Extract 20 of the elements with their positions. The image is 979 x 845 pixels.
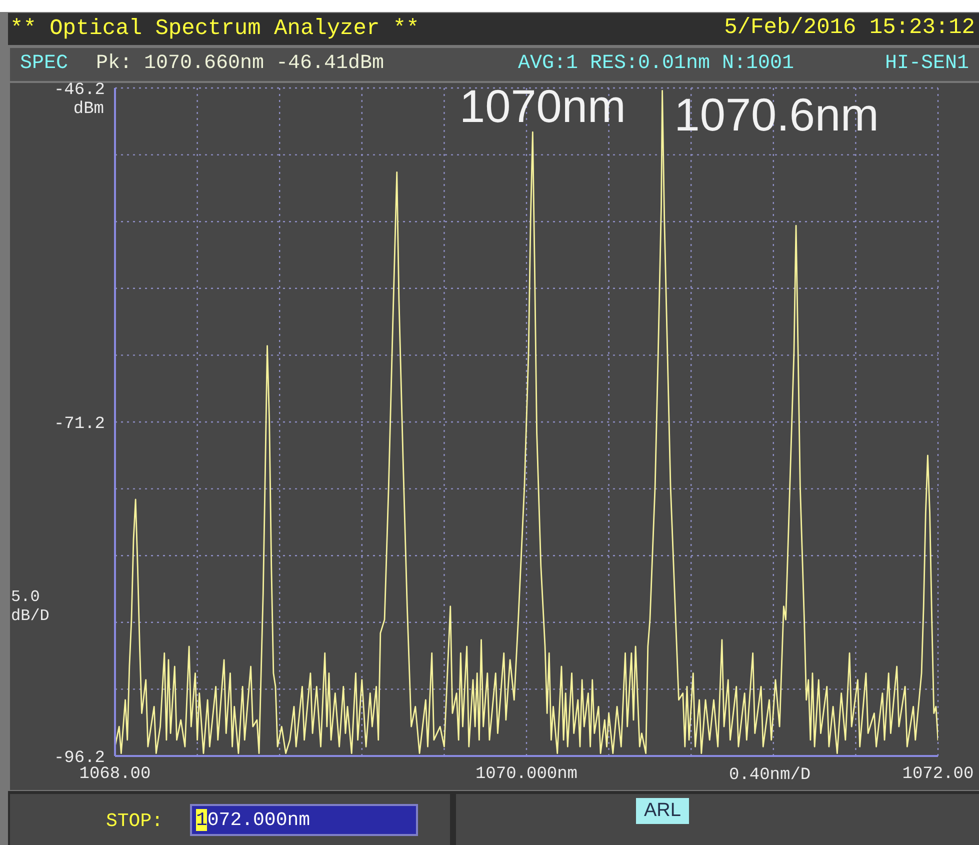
input-field: 1072.000nm — [190, 804, 418, 836]
text: AVG:1 RES:0.01nm N:1001 — [518, 52, 794, 76]
text: STOP: — [106, 810, 164, 833]
y-tick-label: -71.2 — [54, 415, 105, 434]
annotation: 1070.6nm — [674, 88, 879, 141]
x-tick-label: 1072.00 — [902, 765, 974, 784]
chart-title: ** Optical Spectrum Analyzer ** — [10, 15, 420, 43]
x-tick-label: 1070.000nm — [475, 765, 578, 784]
x-axis-title: 0.40nm/D — [729, 766, 811, 786]
y-tick-label: -46.2 — [54, 81, 105, 100]
text: 5.0 dB/D — [11, 588, 50, 626]
text: 5/Feb/2016 15:23:12 — [723, 15, 975, 42]
text: ARL — [636, 798, 689, 824]
line-series — [115, 90, 938, 754]
text: Pk: 1070.660nm -46.41dBm — [96, 52, 384, 76]
text: HI-SEN1 — [885, 52, 970, 76]
text: SPEC — [20, 52, 68, 76]
x-tick-label: 1068.00 — [79, 765, 151, 784]
annotation: 1070nm — [460, 80, 626, 132]
y-axis-title: dBm — [72, 100, 104, 120]
